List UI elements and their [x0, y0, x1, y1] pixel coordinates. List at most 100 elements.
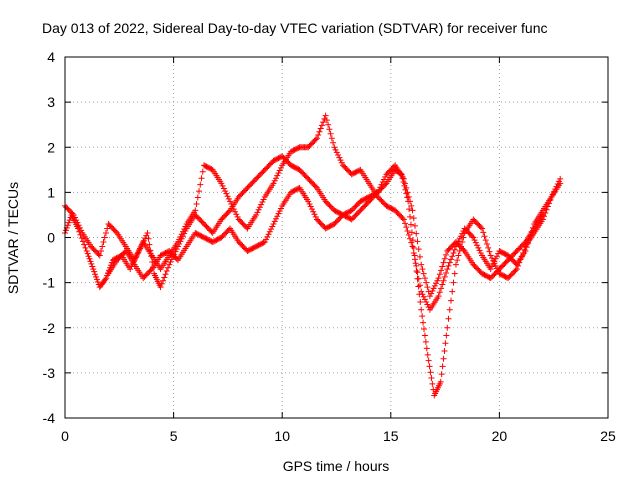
data-point — [132, 254, 139, 261]
x-tick-label: 25 — [600, 428, 616, 444]
data-point — [137, 244, 144, 251]
data-point — [142, 235, 149, 242]
data-point — [485, 244, 492, 251]
data-point — [407, 235, 414, 242]
data-point — [443, 251, 450, 258]
data-point — [73, 217, 80, 224]
data-point — [196, 188, 203, 195]
data-point — [451, 270, 458, 277]
data-point — [414, 238, 421, 245]
data-point — [315, 132, 322, 139]
data-point — [311, 211, 318, 218]
data-point — [165, 264, 172, 271]
data-point — [407, 213, 414, 220]
data-point — [554, 180, 561, 187]
data-point — [408, 229, 415, 236]
y-tick-label: -1 — [43, 275, 56, 291]
data-point — [224, 193, 231, 200]
data-point — [402, 220, 409, 227]
data-point — [97, 248, 104, 255]
data-point — [447, 297, 454, 304]
data-point — [483, 240, 490, 247]
y-tick-label: 4 — [47, 49, 55, 65]
data-point — [421, 296, 428, 303]
data-point — [87, 258, 94, 265]
data-point — [460, 246, 467, 253]
data-point — [133, 251, 140, 258]
data-point — [373, 190, 380, 197]
data-point — [78, 235, 85, 242]
data-point — [430, 285, 437, 292]
data-point — [276, 208, 283, 215]
data-point — [400, 216, 407, 223]
data-point — [521, 240, 528, 247]
data-point — [424, 284, 431, 291]
data-point — [181, 226, 188, 233]
data-point — [330, 139, 337, 146]
data-point — [477, 249, 484, 256]
x-tick-label: 0 — [61, 428, 69, 444]
data-point — [469, 233, 476, 240]
data-point — [71, 214, 78, 221]
data-point — [434, 277, 441, 284]
data-point — [449, 253, 456, 260]
data-point — [417, 298, 424, 305]
data-point — [316, 128, 323, 135]
data-point — [435, 275, 442, 282]
data-point — [232, 208, 239, 215]
data-point — [95, 251, 102, 258]
data-point — [274, 213, 281, 220]
data-point — [421, 326, 428, 333]
data-point — [446, 259, 453, 266]
data-point — [178, 231, 185, 238]
data-point — [419, 291, 426, 298]
data-point — [199, 168, 206, 175]
data-point — [454, 257, 461, 264]
data-point — [512, 267, 519, 274]
data-point — [455, 252, 462, 259]
data-point — [275, 210, 282, 217]
chart-title: Day 013 of 2022, Sidereal Day-to-day VTE… — [42, 20, 548, 36]
data-point — [404, 189, 411, 196]
data-point — [166, 261, 173, 268]
data-point — [136, 246, 143, 253]
data-point — [456, 235, 463, 242]
data-point — [445, 315, 452, 322]
data-point — [399, 215, 406, 222]
data-point — [406, 206, 413, 213]
data-point — [449, 288, 456, 295]
data-point — [539, 211, 546, 218]
y-axis-label: SDTVAR / TECUs — [5, 182, 21, 294]
data-point — [337, 157, 344, 164]
data-point — [420, 270, 427, 277]
data-point — [428, 290, 435, 297]
data-point — [475, 244, 482, 251]
data-point — [423, 298, 430, 305]
data-point — [179, 228, 186, 235]
series-trace-c — [105, 162, 546, 300]
data-point — [376, 186, 383, 193]
data-point — [440, 277, 447, 284]
data-point — [182, 223, 189, 230]
data-point — [441, 347, 448, 354]
data-point — [423, 279, 430, 286]
data-point — [88, 260, 95, 267]
y-tick-label: 1 — [47, 184, 55, 200]
data-point — [410, 215, 417, 222]
data-point — [416, 282, 423, 289]
data-point — [429, 380, 436, 387]
data-point — [405, 193, 412, 200]
data-point — [429, 288, 436, 295]
data-point — [408, 202, 415, 209]
data-point — [100, 239, 107, 246]
data-point — [552, 186, 559, 193]
data-point — [548, 193, 555, 200]
data-point — [439, 281, 446, 288]
data-point — [270, 220, 277, 227]
data-point — [137, 245, 144, 252]
data-point — [487, 266, 494, 273]
grid-lines — [65, 57, 608, 418]
data-point — [192, 207, 199, 214]
data-point — [447, 256, 454, 263]
data-point — [102, 276, 109, 283]
